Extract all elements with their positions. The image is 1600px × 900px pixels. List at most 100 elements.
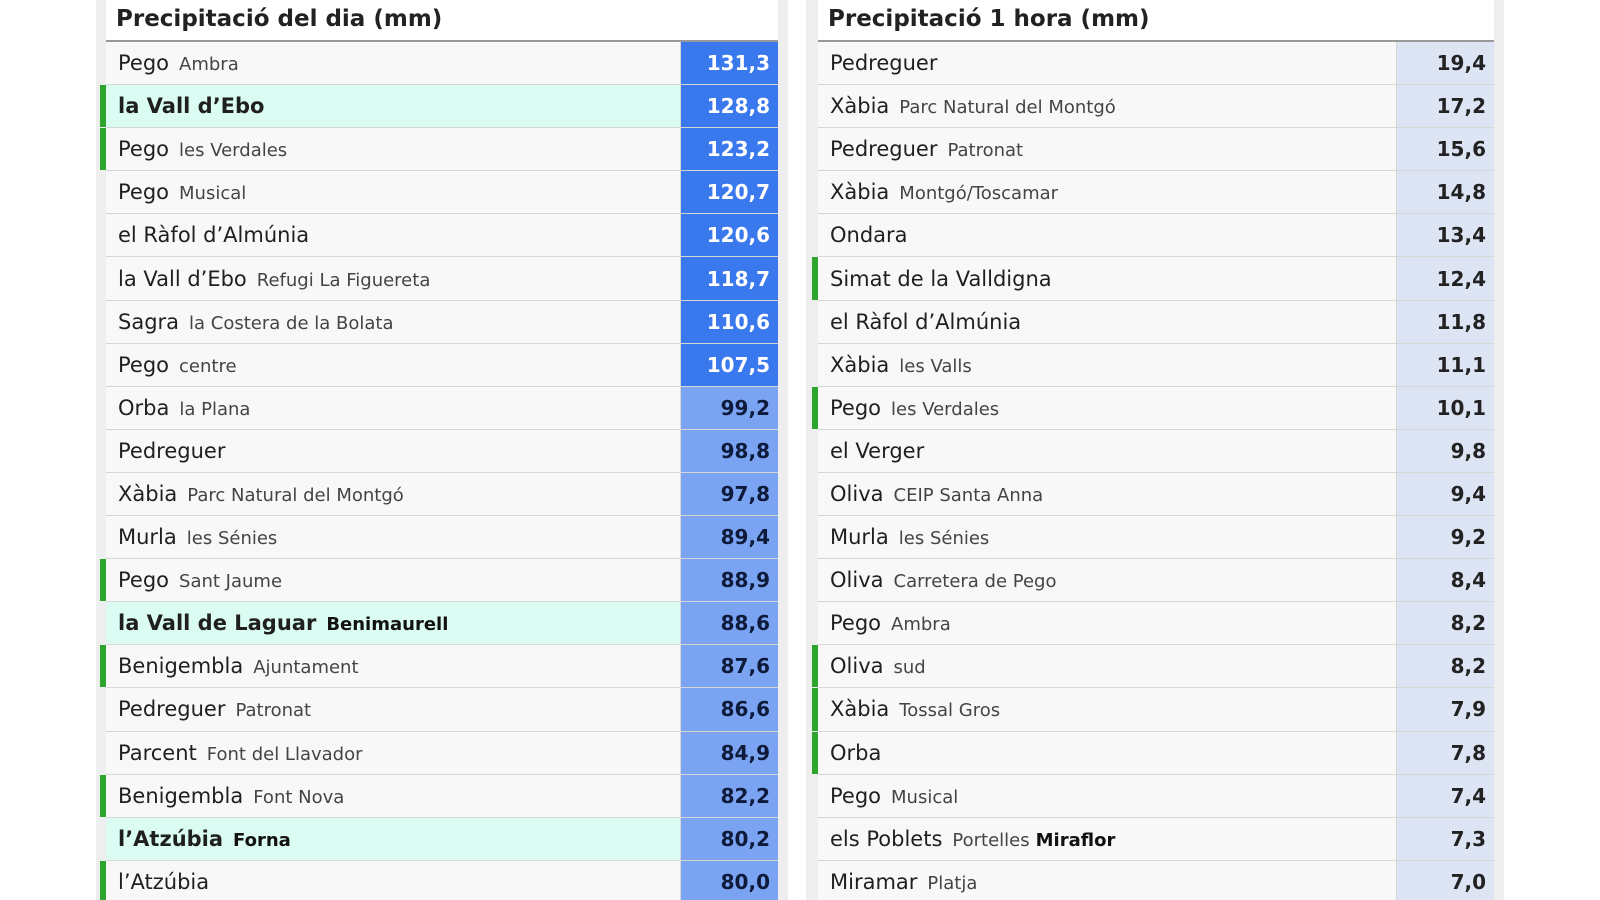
station-place: Pego (118, 51, 170, 76)
station-name-cell: Pedreguer (818, 51, 1396, 75)
station-subname: sud (893, 657, 926, 679)
table-row: Orba la Plana 99,2 (106, 386, 778, 430)
table-row: Oliva CEIP Santa Anna 9,4 (818, 472, 1494, 517)
station-name-cell: Simat de la Valldigna (818, 267, 1396, 291)
table-row: Pedreguer 19,4 (818, 42, 1494, 86)
table-row: Pego les Verdales 123,2 (100, 128, 778, 172)
precipitation-value: 110,6 (680, 300, 778, 343)
precipitation-value: 80,0 (680, 860, 778, 900)
station-place: Pego (118, 137, 170, 162)
station-subname: les Sénies (186, 528, 278, 550)
station-subname: Montgó/Toscamar (899, 183, 1059, 205)
station-place: els Poblets (830, 826, 943, 851)
table-row: Sagra la Costera de la Bolata 110,6 (106, 300, 778, 344)
station-place: Pedreguer (118, 697, 226, 722)
station-place: Xàbia (830, 352, 890, 377)
precipitation-value: 11,8 (1396, 300, 1494, 343)
station-name-cell: Orba la Plana (106, 396, 680, 420)
station-name-cell: el Ràfol d’Almúnia (818, 310, 1396, 334)
station-place: el Ràfol d’Almúnia (118, 223, 310, 248)
station-place: Pego (830, 611, 882, 636)
hourly-precipitation-rows: Pedreguer 19,4 Xàbia Parc Natural del Montg… (812, 42, 1494, 900)
table-row: Ondara 13,4 (818, 214, 1494, 258)
station-subname: Tossal Gros (899, 700, 1001, 722)
station-place: Benigembla (118, 654, 244, 679)
precipitation-value: 82,2 (680, 774, 778, 817)
station-name-cell: el Verger (818, 439, 1396, 463)
table-row: Xàbia Tossal Gros 7,9 (812, 688, 1494, 732)
station-name-cell: Oliva Carretera de Pego (818, 568, 1396, 592)
station-place: el Ràfol d’Almúnia (830, 309, 1022, 334)
table-row: els Poblets Portelles Miraflor 7,3 (818, 817, 1494, 861)
table-row: la Vall d’Ebo Refugi La Figuereta 118,7 (106, 257, 778, 301)
station-name-cell: Miramar Platja (818, 870, 1396, 894)
table-row: Xàbia Parc Natural del Montgó 97,8 (106, 472, 778, 517)
table-row: Pedreguer Patronat 15,6 (818, 128, 1494, 172)
precipitation-value: 107,5 (680, 343, 778, 386)
station-name-cell: Pego Sant Jaume (106, 568, 680, 592)
station-name-cell: Pego Ambra (818, 611, 1396, 635)
table-row: Pego Ambra 131,3 (106, 42, 778, 86)
station-place: Orba (118, 395, 170, 420)
station-name-cell: Sagra la Costera de la Bolata (106, 310, 680, 334)
station-name-cell: Pedreguer Patronat (818, 137, 1396, 161)
station-subname: Portelles (952, 829, 1030, 851)
precipitation-value: 123,2 (680, 128, 778, 171)
station-name-cell: Pedreguer (106, 439, 680, 463)
precipitation-value: 86,6 (680, 688, 778, 731)
precipitation-value: 7,0 (1396, 860, 1494, 900)
station-place: la Vall d’Ebo (118, 266, 247, 291)
table-row: Murla les Sénies 9,2 (818, 516, 1494, 560)
precipitation-value: 98,8 (680, 429, 778, 472)
table-row: Pego Musical 120,7 (106, 171, 778, 215)
station-name-cell: Murla les Sénies (818, 525, 1396, 549)
station-place: l’Atzúbia (118, 869, 210, 894)
table-row: Miramar Platja 7,0 (818, 860, 1494, 900)
station-place: la Vall d’Ebo (118, 94, 265, 119)
station-name-cell: Pego Ambra (106, 51, 680, 75)
table-row: Benigembla Font Nova 82,2 (100, 774, 778, 818)
station-subname: Ambra (891, 614, 951, 636)
station-subname-bold: Miraflor (1035, 829, 1116, 851)
station-subname: Refugi La Figuereta (256, 269, 431, 291)
station-subname: CEIP Santa Anna (893, 484, 1044, 506)
precipitation-value: 84,9 (680, 731, 778, 774)
station-subname: Font Nova (253, 786, 345, 808)
daily-precipitation-title: Precipitació del dia (mm) (106, 0, 778, 42)
station-place: Oliva (830, 654, 884, 679)
station-name-cell: l’Atzúbia Forna (106, 827, 680, 851)
station-name-cell: Parcent Font del Llavador (106, 741, 680, 765)
precipitation-value: 7,4 (1396, 774, 1494, 817)
daily-precipitation-panel: Precipitació del dia (mm) Pego Ambra 131,3… (96, 0, 788, 900)
station-place: Xàbia (830, 697, 890, 722)
station-place: Murla (118, 525, 177, 550)
table-row: el Ràfol d’Almúnia 11,8 (818, 300, 1494, 344)
precipitation-value: 8,2 (1396, 602, 1494, 645)
station-place: Orba (830, 740, 882, 765)
table-row: Pego centre 107,5 (106, 343, 778, 387)
precipitation-value: 19,4 (1396, 42, 1494, 85)
station-subname: la Plana (179, 398, 251, 420)
station-name-cell: Orba (818, 741, 1396, 765)
station-place: Pego (118, 568, 170, 593)
precipitation-value: 9,8 (1396, 429, 1494, 472)
precipitation-value: 8,2 (1396, 645, 1494, 688)
station-name-cell: Pedreguer Patronat (106, 697, 680, 721)
precipitation-value: 9,4 (1396, 472, 1494, 516)
table-row: l’Atzúbia 80,0 (100, 860, 778, 900)
station-place: Oliva (830, 481, 884, 506)
table-row: Oliva sud 8,2 (812, 645, 1494, 689)
station-subname: Forna (233, 829, 291, 851)
station-name-cell: Murla les Sénies (106, 525, 680, 549)
station-subname: Parc Natural del Montgó (187, 484, 404, 506)
station-place: Pego (118, 352, 170, 377)
precipitation-value: 89,4 (680, 516, 778, 559)
station-name-cell: Pego Musical (106, 180, 680, 204)
precipitation-value: 99,2 (680, 386, 778, 429)
precipitation-value: 118,7 (680, 257, 778, 300)
station-name-cell: Benigembla Font Nova (106, 784, 680, 808)
station-subname: Sant Jaume (179, 571, 283, 593)
precipitation-value: 13,4 (1396, 214, 1494, 257)
precipitation-value: 80,2 (680, 817, 778, 860)
